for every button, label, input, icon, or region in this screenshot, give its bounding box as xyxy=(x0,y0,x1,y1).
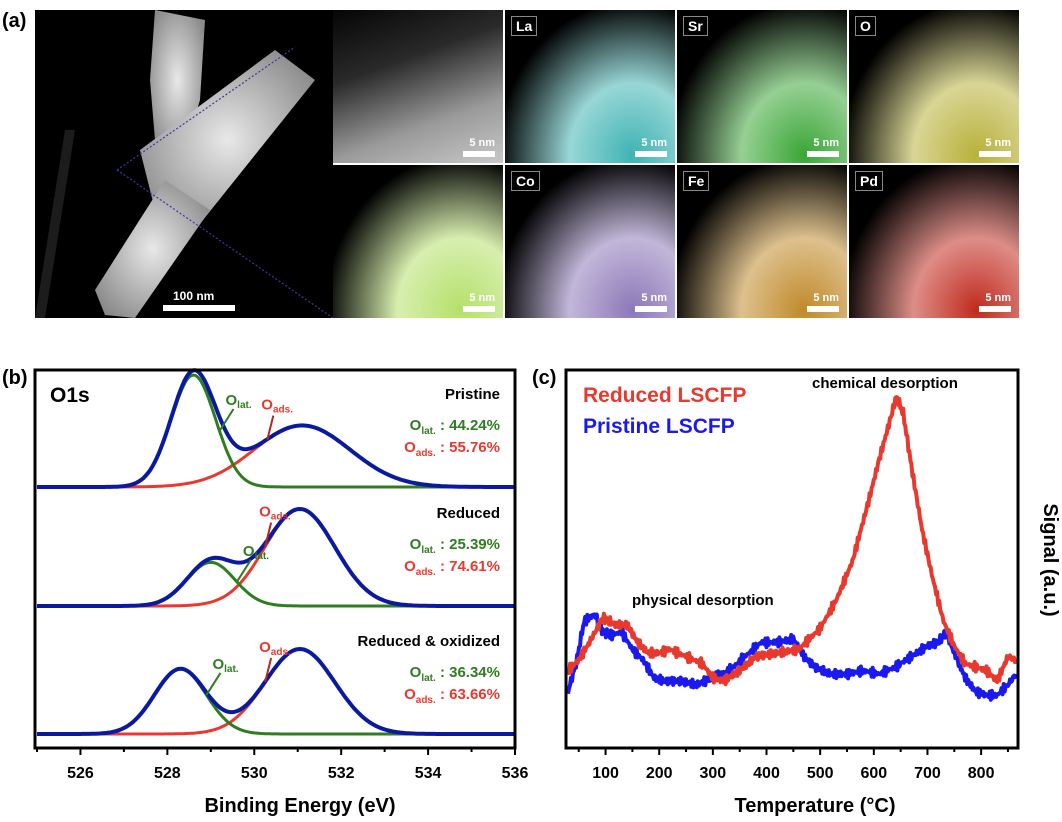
annotation-chemical-desorption: chemical desorption xyxy=(812,375,958,392)
scalebar xyxy=(463,306,495,312)
scalebar xyxy=(979,306,1011,312)
xps-x-ticks: 526 528 530 532 534 536 xyxy=(36,748,529,782)
element-tag: La xyxy=(511,16,538,36)
element-tag: Pd xyxy=(855,171,883,191)
o-lat-arrow xyxy=(218,408,235,432)
panel-b-label: (b) xyxy=(2,367,28,389)
xps-axes-frame xyxy=(33,368,517,750)
sample-label: Reduced xyxy=(437,505,500,522)
eds-map-pd: Pd 5 nm xyxy=(849,165,1019,318)
stem-overview-image: 100 nm xyxy=(35,10,333,318)
envelope-curve-0 xyxy=(37,368,515,489)
o-lat-percentage: Olat. : 36.34% xyxy=(410,664,500,684)
scalebar-label: 5 nm xyxy=(641,292,667,304)
x-tick-label: 536 xyxy=(502,765,529,782)
eds-map-fe: Fe 5 nm xyxy=(677,165,847,318)
o-ads-percentage: Oads. : 55.76% xyxy=(404,439,500,459)
scalebar xyxy=(807,151,839,157)
o-ads-arrow xyxy=(264,522,273,547)
o-ads-arrow xyxy=(266,415,275,440)
eds-overlay-map: 5 nm xyxy=(333,165,503,318)
o-lat-percentage: Olat. : 25.39% xyxy=(410,536,500,556)
series-line-pristine-lscfp xyxy=(566,612,1018,702)
scalebar-label: 5 nm xyxy=(813,292,839,304)
x-tick-label: 534 xyxy=(415,765,442,782)
element-tag: O xyxy=(855,16,876,36)
sample-label: Reduced & oxidized xyxy=(357,633,500,650)
scalebar xyxy=(807,306,839,312)
scalebar-label: 5 nm xyxy=(813,137,839,149)
o-ads-percentage: Oads. : 63.66% xyxy=(404,686,500,706)
tpd-plot-area xyxy=(566,395,1018,702)
eds-map-la: La 5 nm xyxy=(505,10,675,163)
eds-map-co: Co 5 nm xyxy=(505,165,675,318)
xps-plot-area: Pristine Olat. : 44.24%Oads. : 55.76% Olat… xyxy=(37,368,515,736)
scalebar xyxy=(635,306,667,312)
series-line-reduced-lscfp xyxy=(566,395,1018,687)
element-tag: Sr xyxy=(683,16,708,36)
x-tick-label: 528 xyxy=(154,765,181,782)
scalebar-label: 5 nm xyxy=(469,292,495,304)
tpd-x-ticks: 100 200 300 400 500 600 700 800 xyxy=(577,748,1009,782)
legend-pristine-lscfp: Pristine LSCFP xyxy=(583,415,735,438)
envelope-curve-2 xyxy=(37,646,515,736)
scalebar xyxy=(635,151,667,157)
o-lat-callout: Olat. xyxy=(243,543,269,562)
x-tick-label: 532 xyxy=(328,765,355,782)
eds-map-sr: Sr 5 nm xyxy=(677,10,847,163)
element-tag: Fe xyxy=(683,171,710,191)
o-lat-callout: Olat. xyxy=(212,656,238,675)
haadf-image: 5 nm xyxy=(333,10,503,163)
tpd-axes-frame xyxy=(564,368,1020,750)
x-tick-label: 530 xyxy=(241,765,268,782)
scalebar-label: 5 nm xyxy=(985,137,1011,149)
tpd-y-axis-label: Signal (a.u.) xyxy=(1039,503,1061,616)
annotation-physical-desorption: physical desorption xyxy=(632,592,774,609)
x-tick-label: 100 xyxy=(592,765,619,782)
sample-label: Pristine xyxy=(445,386,500,403)
panel-c-label: (c) xyxy=(532,367,557,389)
o-ads-percentage: Oads. : 74.61% xyxy=(404,558,500,578)
element-tag: Co xyxy=(511,171,540,191)
envelope-curve-1 xyxy=(37,506,515,608)
x-tick-label: 526 xyxy=(67,765,94,782)
o-lat-arrow xyxy=(205,672,222,696)
nanorod-shape xyxy=(35,10,333,318)
scalebar-label-100nm: 100 nm xyxy=(173,289,215,303)
x-tick-label: 800 xyxy=(968,765,995,782)
x-tick-label: 300 xyxy=(700,765,727,782)
x-tick-label: 700 xyxy=(914,765,941,782)
x-tick-label: 500 xyxy=(807,765,834,782)
o-ads-callout: Oads. xyxy=(261,397,293,416)
x-tick-label: 400 xyxy=(753,765,780,782)
o-ads-callout: Oads. xyxy=(259,504,291,523)
eds-map-o: O 5 nm xyxy=(849,10,1019,163)
tpd-x-axis-label: Temperature (°C) xyxy=(735,795,896,817)
o-lat-arrow xyxy=(236,559,252,583)
scalebar-label: 5 nm xyxy=(985,292,1011,304)
o-lat-percentage: Olat. : 44.24% xyxy=(410,417,500,437)
scalebar xyxy=(463,151,495,157)
scalebar-label: 5 nm xyxy=(641,137,667,149)
x-tick-label: 200 xyxy=(646,765,673,782)
o-lat-callout: Olat. xyxy=(226,392,252,411)
x-tick-label: 600 xyxy=(860,765,887,782)
eds-map-grid: 5 nm La 5 nm Sr 5 nm O 5 nm 5 nm Co 5 nm Fe 5 nm Pd 5… xyxy=(333,10,1019,320)
scalebar-label: 5 nm xyxy=(469,137,495,149)
xps-title: O1s xyxy=(50,384,90,407)
legend-reduced-lscfp: Reduced LSCFP xyxy=(583,384,746,407)
xps-x-axis-label: Binding Energy (eV) xyxy=(204,795,395,817)
xps-o1s-chart: Pristine Olat. : 44.24%Oads. : 55.76% Olat… xyxy=(33,368,529,817)
o-ads-callout: Oads. xyxy=(259,639,291,658)
panel-a-label: (a) xyxy=(2,10,27,32)
scalebar xyxy=(979,151,1011,157)
scalebar-100nm xyxy=(163,305,235,311)
o-ads-arrow xyxy=(264,657,273,683)
